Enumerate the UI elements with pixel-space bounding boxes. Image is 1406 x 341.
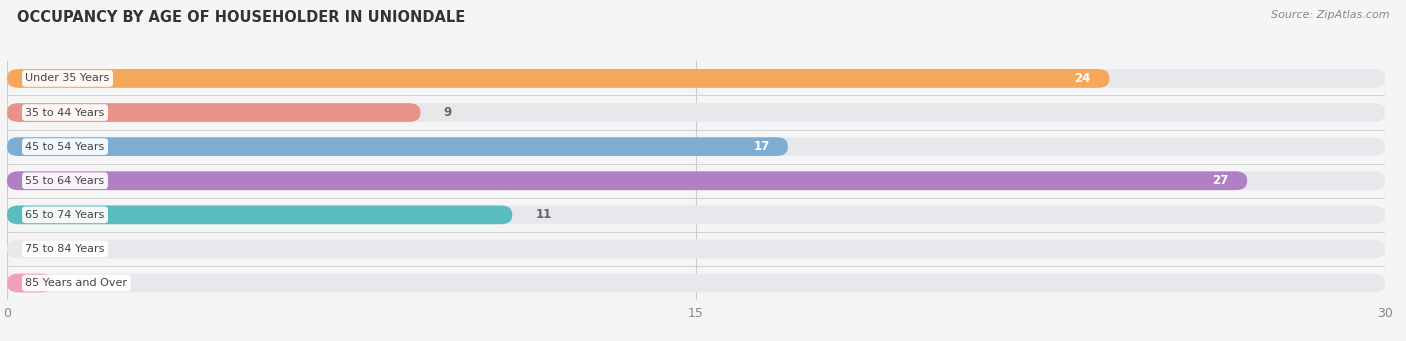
FancyBboxPatch shape [7, 205, 512, 224]
FancyBboxPatch shape [7, 205, 1385, 224]
Text: Source: ZipAtlas.com: Source: ZipAtlas.com [1271, 10, 1389, 20]
FancyBboxPatch shape [7, 103, 420, 122]
Text: 35 to 44 Years: 35 to 44 Years [25, 107, 104, 118]
Text: 0: 0 [30, 242, 38, 255]
Text: 1: 1 [76, 277, 84, 290]
FancyBboxPatch shape [7, 137, 1385, 156]
FancyBboxPatch shape [7, 103, 1385, 122]
Text: OCCUPANCY BY AGE OF HOUSEHOLDER IN UNIONDALE: OCCUPANCY BY AGE OF HOUSEHOLDER IN UNION… [17, 10, 465, 25]
FancyBboxPatch shape [7, 172, 1385, 190]
Text: 85 Years and Over: 85 Years and Over [25, 278, 128, 288]
FancyBboxPatch shape [7, 239, 1385, 258]
FancyBboxPatch shape [7, 273, 53, 292]
Text: 11: 11 [536, 208, 551, 221]
Text: 24: 24 [1074, 72, 1091, 85]
Text: 45 to 54 Years: 45 to 54 Years [25, 142, 104, 152]
FancyBboxPatch shape [7, 273, 1385, 292]
Text: 75 to 84 Years: 75 to 84 Years [25, 244, 105, 254]
Text: 17: 17 [754, 140, 769, 153]
Text: 27: 27 [1212, 174, 1229, 187]
Text: Under 35 Years: Under 35 Years [25, 73, 110, 84]
Text: 9: 9 [443, 106, 451, 119]
Text: 55 to 64 Years: 55 to 64 Years [25, 176, 104, 186]
FancyBboxPatch shape [7, 137, 787, 156]
FancyBboxPatch shape [7, 69, 1385, 88]
Text: 65 to 74 Years: 65 to 74 Years [25, 210, 104, 220]
FancyBboxPatch shape [7, 69, 1109, 88]
FancyBboxPatch shape [7, 172, 1247, 190]
